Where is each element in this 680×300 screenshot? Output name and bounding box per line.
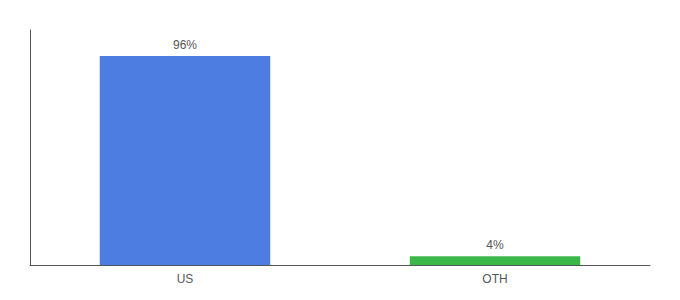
svg-text:96%: 96% (173, 38, 197, 52)
svg-text:US: US (177, 272, 194, 286)
svg-text:OTH: OTH (482, 272, 507, 286)
svg-text:4%: 4% (486, 238, 504, 252)
